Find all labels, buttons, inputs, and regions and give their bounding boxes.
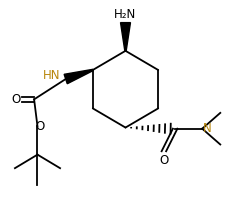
Text: O: O	[35, 120, 44, 133]
Text: HN: HN	[42, 69, 60, 82]
Text: O: O	[11, 93, 20, 106]
Text: N: N	[202, 122, 211, 135]
Polygon shape	[120, 23, 130, 51]
Polygon shape	[64, 69, 92, 84]
Text: H₂N: H₂N	[114, 9, 136, 21]
Text: O: O	[158, 154, 168, 166]
